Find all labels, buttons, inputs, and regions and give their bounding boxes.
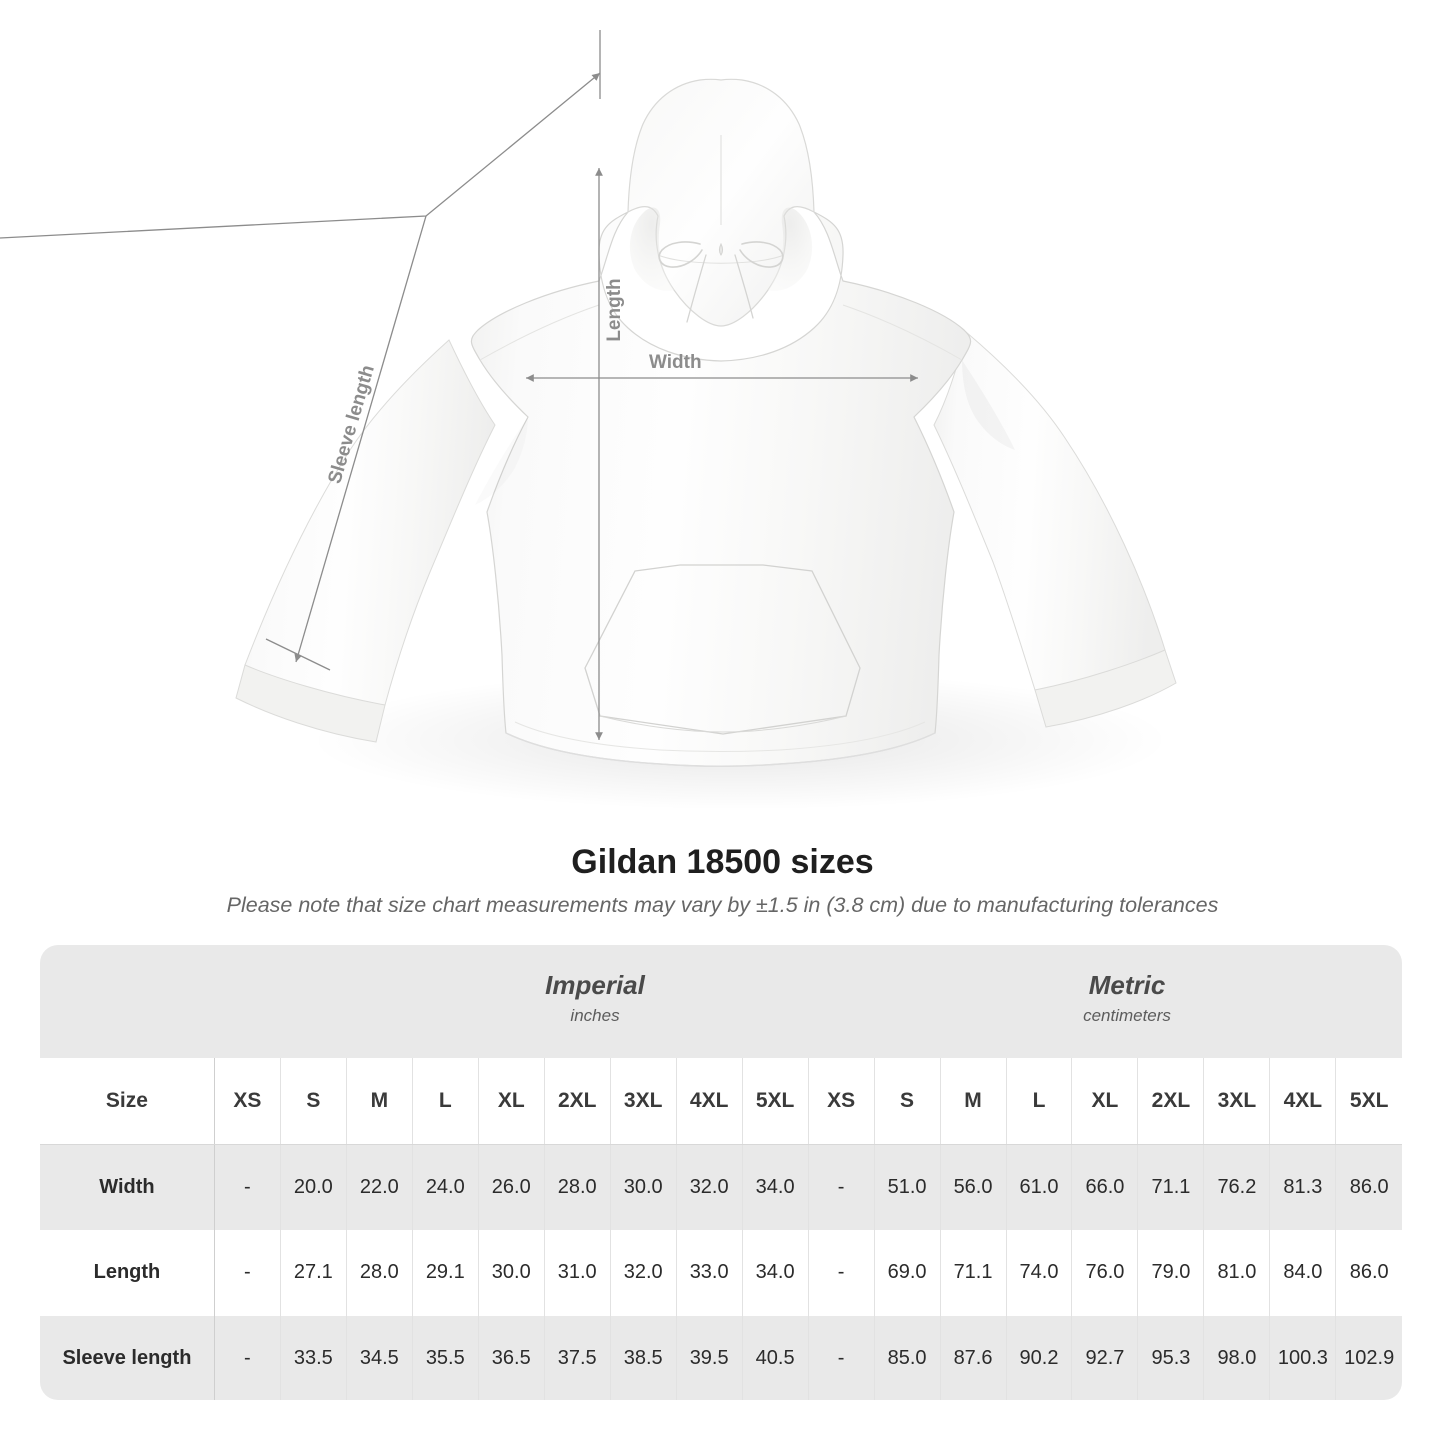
svg-text:Width: Width bbox=[649, 352, 702, 373]
svg-text:Length: Length bbox=[604, 278, 625, 341]
svg-text:Sleeve length: Sleeve length bbox=[324, 363, 379, 486]
